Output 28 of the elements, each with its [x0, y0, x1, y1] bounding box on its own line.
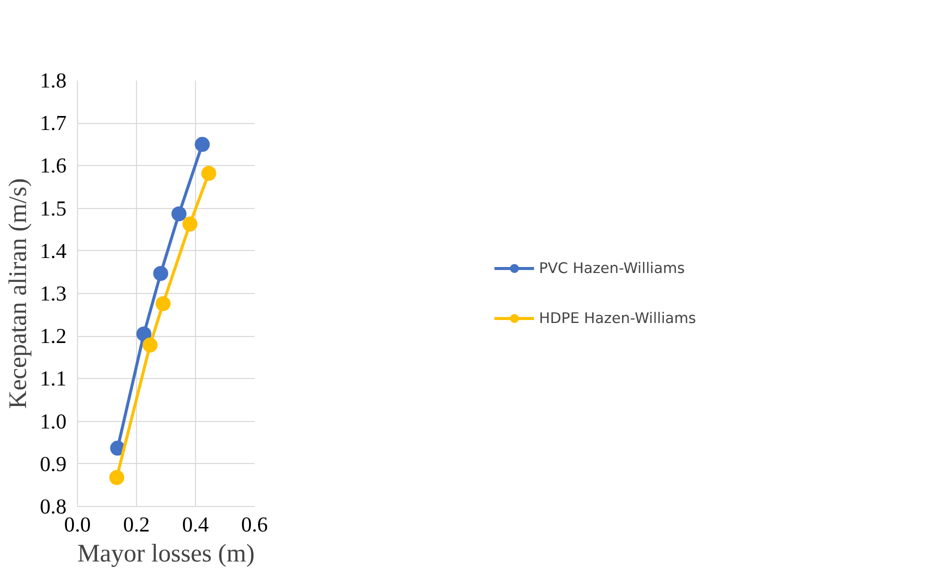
- y-tick-label: 1.6: [40, 154, 67, 178]
- y-tick-label: 1.2: [40, 324, 67, 348]
- point: [142, 338, 158, 353]
- y-tick-label: 1.5: [40, 196, 67, 220]
- y-tick-label: 1.3: [40, 282, 67, 306]
- x-tick-label: 0.0: [64, 512, 91, 536]
- y-tick-label: 1.4: [40, 238, 67, 263]
- y-tick-label: 1.1: [40, 366, 67, 391]
- point: [153, 266, 168, 281]
- legend-label: PVC Hazen-Williams: [538, 260, 685, 276]
- point: [156, 296, 171, 312]
- x-tick-label: 0.2: [123, 512, 150, 536]
- y-axis-title: Kecepatan aliran (m/s): [4, 178, 32, 409]
- y-tick-label: 1.8: [40, 68, 67, 92]
- point: [194, 136, 210, 152]
- point: [182, 216, 198, 232]
- x-tick-label: 0.6: [241, 512, 268, 536]
- y-tick-label: 0.9: [40, 452, 67, 476]
- y-tick-label: 1.0: [40, 409, 67, 434]
- y-tick-label: 0.8: [40, 494, 67, 518]
- point: [109, 470, 124, 486]
- point: [171, 206, 186, 222]
- x-axis-title: Mayor losses (m): [77, 540, 255, 568]
- x-tick-label: 0.4: [182, 512, 210, 536]
- y-tick-label: 1.7: [40, 111, 67, 136]
- point: [201, 166, 216, 181]
- point: [136, 326, 152, 342]
- legend-label: HDPE Hazen-Williams: [538, 310, 696, 326]
